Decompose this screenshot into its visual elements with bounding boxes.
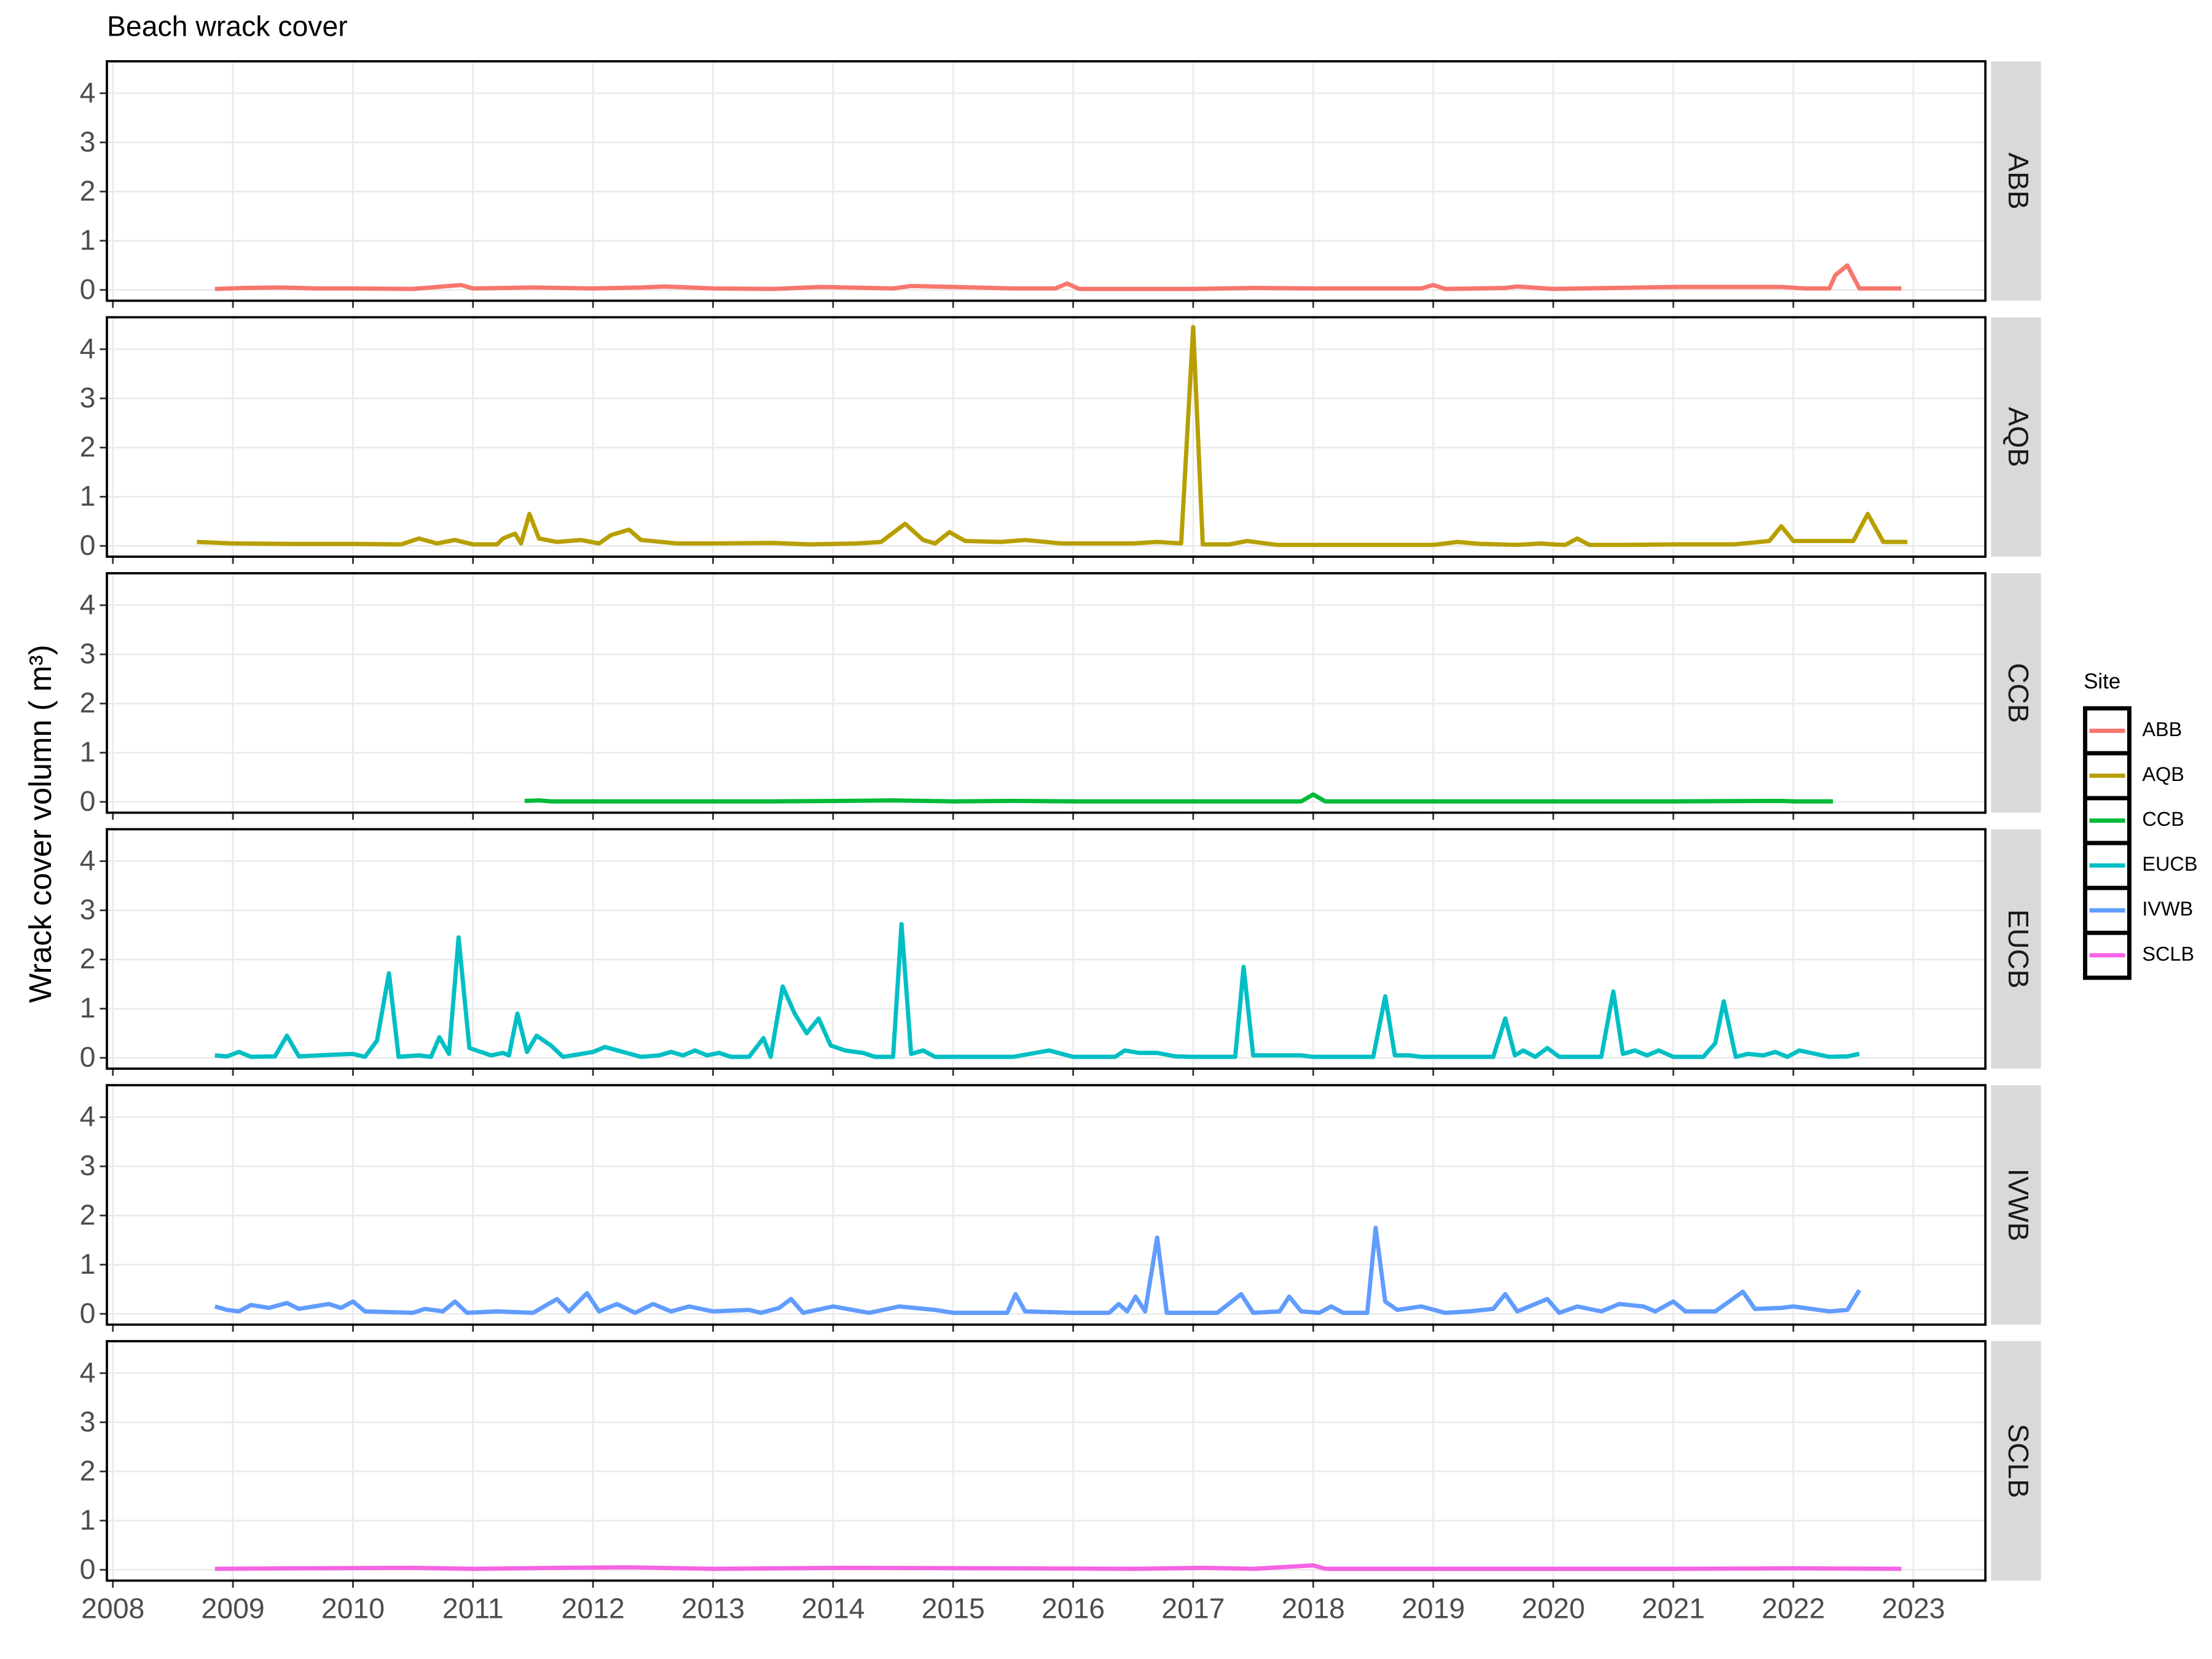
y-tick-label: 2 bbox=[80, 431, 96, 463]
y-tick-label: 0 bbox=[80, 785, 96, 817]
x-tick-label: 2020 bbox=[1521, 1592, 1585, 1624]
panel-border bbox=[106, 828, 1987, 1070]
facet-label: AQB bbox=[2002, 407, 2034, 467]
y-tick-label: 1 bbox=[80, 736, 96, 768]
x-tick-label: 2016 bbox=[1041, 1592, 1105, 1624]
y-tick-label: 1 bbox=[80, 1248, 96, 1280]
panel-border bbox=[106, 1339, 1987, 1582]
facet-strip bbox=[1991, 573, 2041, 813]
facet-strip bbox=[1991, 829, 2041, 1069]
series-line bbox=[214, 1225, 1862, 1316]
y-tick-label: 0 bbox=[80, 1041, 96, 1073]
y-tick-label: 3 bbox=[80, 893, 96, 925]
legend-title: Site bbox=[2084, 670, 2120, 693]
panel-background bbox=[106, 573, 1986, 813]
facet-strip bbox=[1991, 61, 2041, 301]
x-tick-label: 2010 bbox=[321, 1592, 385, 1624]
y-tick-label: 4 bbox=[80, 844, 96, 876]
series-line bbox=[214, 922, 1860, 1059]
y-tick-label: 2 bbox=[80, 1454, 96, 1486]
facet-label: ABB bbox=[2002, 152, 2034, 210]
x-tick-label: 2022 bbox=[1762, 1592, 1825, 1624]
legend-label: ABB bbox=[2142, 718, 2182, 740]
x-tick-label: 2023 bbox=[1881, 1592, 1945, 1624]
y-tick-label: 4 bbox=[80, 1100, 96, 1132]
x-tick-label: 2008 bbox=[81, 1592, 144, 1624]
series-line bbox=[214, 1563, 1902, 1571]
y-tick-label: 2 bbox=[80, 943, 96, 975]
facet-label: EUCB bbox=[2002, 909, 2034, 989]
panel-border bbox=[106, 1084, 1987, 1326]
series-line bbox=[524, 792, 1834, 804]
y-tick-label: 0 bbox=[80, 273, 96, 305]
y-tick-label: 2 bbox=[80, 175, 96, 206]
y-tick-label: 4 bbox=[80, 589, 96, 621]
y-tick-label: 4 bbox=[80, 1356, 96, 1388]
series-line bbox=[197, 324, 1908, 547]
y-tick-label: 4 bbox=[80, 76, 96, 108]
y-tick-label: 2 bbox=[80, 687, 96, 719]
y-tick-label: 1 bbox=[80, 224, 96, 256]
y-axis-label: Wrack cover volumn ( m³) bbox=[23, 645, 58, 1003]
x-tick-label: 2019 bbox=[1402, 1592, 1465, 1624]
facet-strip bbox=[1991, 317, 2041, 557]
y-tick-label: 2 bbox=[80, 1199, 96, 1231]
panel-background bbox=[106, 1341, 1986, 1581]
legend-label: EUCB bbox=[2142, 853, 2197, 875]
legend-label: CCB bbox=[2142, 808, 2184, 830]
y-tick-label: 0 bbox=[80, 1297, 96, 1329]
panel-background bbox=[106, 1085, 1986, 1325]
facet-label: IVWB bbox=[2002, 1169, 2034, 1242]
legend-label: IVWB bbox=[2142, 898, 2193, 920]
y-tick-label: 0 bbox=[80, 529, 96, 561]
panel-border bbox=[106, 316, 1987, 558]
y-tick-label: 3 bbox=[80, 125, 96, 157]
chart-title: Beach wrack cover bbox=[107, 10, 348, 42]
x-tick-label: 2013 bbox=[681, 1592, 745, 1624]
y-tick-label: 3 bbox=[80, 382, 96, 414]
y-tick-label: 3 bbox=[80, 638, 96, 670]
facet-strip bbox=[1991, 1341, 2041, 1581]
legend-label: SCLB bbox=[2142, 943, 2194, 965]
facet-strip bbox=[1991, 1085, 2041, 1325]
y-tick-label: 3 bbox=[80, 1405, 96, 1437]
facet-label: SCLB bbox=[2002, 1424, 2034, 1498]
y-tick-label: 4 bbox=[80, 332, 96, 364]
x-tick-label: 2018 bbox=[1282, 1592, 1345, 1624]
y-tick-label: 3 bbox=[80, 1150, 96, 1182]
x-tick-label: 2012 bbox=[562, 1592, 625, 1624]
x-tick-label: 2015 bbox=[922, 1592, 985, 1624]
panel-background bbox=[106, 317, 1986, 557]
panel-background bbox=[106, 829, 1986, 1069]
panel-border bbox=[106, 572, 1987, 814]
x-tick-label: 2014 bbox=[801, 1592, 865, 1624]
y-tick-label: 1 bbox=[80, 1504, 96, 1535]
y-tick-label: 0 bbox=[80, 1553, 96, 1585]
y-tick-label: 1 bbox=[80, 480, 96, 512]
panel-background bbox=[106, 61, 1986, 301]
y-tick-label: 1 bbox=[80, 992, 96, 1024]
series-line bbox=[214, 263, 1902, 291]
facet-label: CCB bbox=[2002, 663, 2034, 723]
x-tick-label: 2011 bbox=[442, 1592, 504, 1624]
x-tick-label: 2017 bbox=[1161, 1592, 1225, 1624]
x-tick-label: 2009 bbox=[201, 1592, 264, 1624]
x-tick-label: 2021 bbox=[1642, 1592, 1705, 1624]
panel-border bbox=[106, 60, 1987, 302]
legend-label: AQB bbox=[2142, 763, 2184, 785]
